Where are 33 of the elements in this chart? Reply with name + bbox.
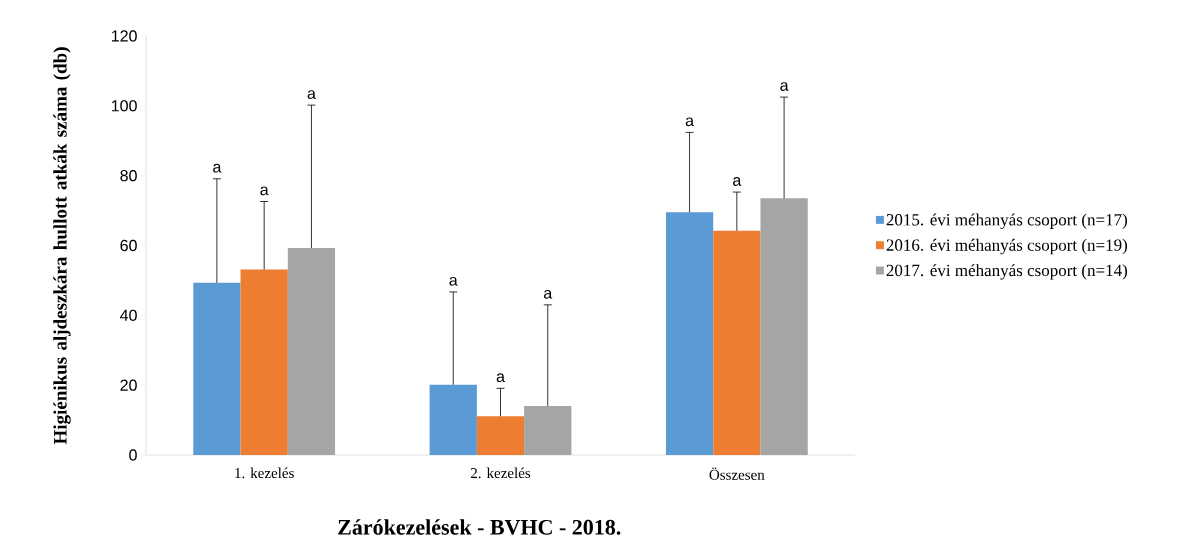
legend-label: 2015. évi méhanyás csoport (n=17): [886, 213, 1128, 230]
y-tick-label: 120: [112, 30, 137, 42]
annotation: a: [213, 163, 222, 173]
legend-label: 2017. évi méhanyás csoport (n=14): [886, 264, 1128, 280]
y-tick-label: 60: [120, 239, 137, 252]
annotation: a: [780, 82, 789, 91]
x-tick-label: Összesen: [709, 467, 765, 480]
annotation: a: [260, 186, 269, 196]
x-axis-title: Zárókezelések - BVHC - 2018.: [338, 519, 621, 535]
bar: [429, 384, 477, 455]
bar: [193, 282, 241, 455]
annotation: a: [733, 177, 742, 186]
y-tick-label: 40: [120, 309, 137, 321]
bar: [713, 230, 761, 455]
y-tick-label: 80: [120, 170, 137, 182]
bar: [287, 247, 336, 455]
legend-label: 2016. évi méhanyás csoport (n=19): [886, 238, 1128, 255]
x-tick-label: 1. kezelés: [235, 467, 294, 479]
x-tick-label: 2. kezelés: [470, 467, 531, 479]
annotation: a: [544, 289, 553, 299]
annotation: a: [685, 117, 695, 127]
annotation: a: [449, 276, 458, 286]
bar: [476, 416, 525, 455]
bar: [240, 269, 288, 455]
annotation: a: [496, 373, 505, 383]
y-tick-label: 100: [112, 100, 137, 112]
y-tick-label: 0: [129, 449, 137, 461]
y-axis-title: Higiénikus aljdeszkára hullott atkák száma (db): [53, 47, 71, 445]
y-tick-label: 20: [120, 379, 137, 391]
bar: [665, 212, 714, 455]
bar: [524, 406, 572, 455]
annotation: a: [307, 90, 316, 99]
bar: [760, 198, 808, 455]
